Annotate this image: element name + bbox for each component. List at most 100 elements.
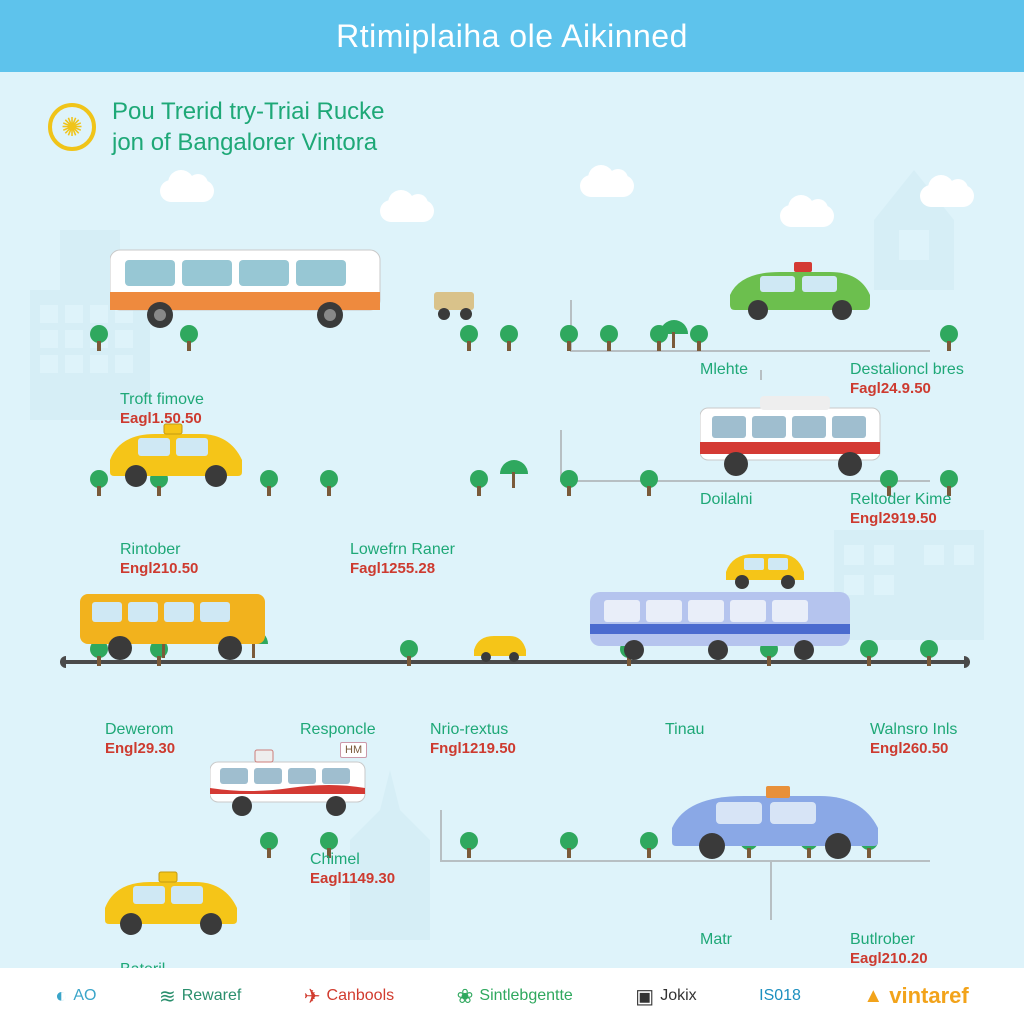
fare-label: ButlroberEagl210.20: [850, 930, 928, 969]
tree-icon: [470, 470, 488, 488]
cloud-icon: [160, 180, 214, 202]
connector-line: [440, 860, 930, 862]
fare-label-price: Fagl24.9.50: [850, 380, 964, 399]
footer-logo-icon: ❀: [457, 984, 474, 1009]
footer-logo-text: Canbools: [327, 987, 395, 1005]
fare-label-name: Nrio-rextus: [430, 720, 516, 740]
yellow-taxi-icon: [100, 420, 250, 490]
fare-label: DeweromEngl29.30: [105, 720, 175, 759]
connector-line: [760, 370, 762, 380]
tree-icon: [560, 832, 578, 850]
fare-label-price: Eagl1149.30: [310, 870, 395, 889]
footer-logo-text: Jokix: [660, 987, 696, 1005]
title-line-1: Pou Trerid try-Triai Rucke: [112, 96, 385, 127]
tree-icon: [260, 470, 278, 488]
cloud-icon: [380, 200, 434, 222]
yellow-bus-icon: [80, 580, 280, 662]
footer-logo-text: Sintlebgentte: [479, 987, 572, 1005]
fare-label: Responcle: [300, 720, 376, 740]
footer-logo-text: vintaref: [889, 983, 968, 1009]
title-block: ✺ Pou Trerid try-Triai Rucke jon of Bang…: [48, 96, 385, 158]
footer-logo-strip: ◐AO ≋ Rewaref ✈ Canbools ❀ Sintlebgentte ▣ Jokix…: [0, 968, 1024, 1024]
footer-logo-icon: ✈: [304, 984, 321, 1009]
small-taxi-icon: [470, 630, 530, 664]
cart-icon: [430, 288, 480, 322]
page-header: Rtimiplaiha ole Aikinned: [0, 0, 1024, 72]
footer-logo: IS018: [759, 987, 801, 1005]
footer-logo: ◐AO: [55, 985, 96, 1008]
tree-icon: [400, 640, 418, 658]
small-taxi-on-tram-icon: [720, 546, 810, 590]
tree-icon: [500, 325, 518, 343]
fare-label-name: Dewerom: [105, 720, 175, 740]
tree-icon: [320, 470, 338, 488]
fare-label-price: Fagl1255.28: [350, 560, 455, 579]
city-bus-icon: [110, 230, 400, 330]
fare-label-name: Butlrober: [850, 930, 928, 950]
fare-label-price: Engl29.30: [105, 740, 175, 759]
fare-label-name: Destalioncl bres: [850, 360, 964, 380]
title-text: Pou Trerid try-Triai Rucke jon of Bangal…: [112, 96, 385, 158]
fare-label: ChimelEagl1149.30: [310, 850, 395, 889]
fare-label: Walnsro InlsEngl260.50: [870, 720, 957, 759]
tree-icon: [940, 325, 958, 343]
footer-logo-text: IS018: [759, 987, 801, 1005]
fare-label-name: Matr: [700, 930, 732, 950]
tree-icon: [690, 325, 708, 343]
hm-tag: HM: [340, 742, 367, 758]
footer-logo: ≋ Rewaref: [159, 984, 241, 1009]
fare-label: Destalioncl bresFagl24.9.50: [850, 360, 964, 399]
cloud-icon: [580, 175, 634, 197]
tree-icon: [640, 470, 658, 488]
fare-label: Troft fimoveEagl1.50.50: [120, 390, 204, 429]
footer-logo: ✈ Canbools: [304, 984, 394, 1009]
fare-label-name: Doilalni: [700, 490, 752, 510]
fare-label: Tinau: [665, 720, 704, 740]
sun-wheel-icon: ✺: [48, 103, 96, 151]
infographic-canvas: Troft fimoveEagl1.50.50 Mlehte Destalioncl…: [0, 170, 1024, 940]
fare-label-name: Mlehte: [700, 360, 748, 380]
fare-label: Nrio-rextusFngl1219.50: [430, 720, 516, 759]
fare-label-price: Engl260.50: [870, 740, 957, 759]
connector-line: [560, 480, 930, 482]
connector-line: [770, 860, 772, 920]
footer-logo: ▲vintaref: [863, 983, 968, 1009]
fare-label-name: Chimel: [310, 850, 395, 870]
footer-logo-icon: ▣: [635, 984, 654, 1009]
fare-label-price: Engl210.50: [120, 560, 198, 579]
fare-label: Lowefrn RanerFagl1255.28: [350, 540, 455, 579]
tree-icon: [560, 470, 578, 488]
tree-icon: [260, 832, 278, 850]
footer-logo-text: Rewaref: [182, 987, 242, 1005]
blue-sedan-icon: [660, 780, 890, 860]
fare-label: Matr: [700, 930, 732, 950]
cloud-icon: [920, 185, 974, 207]
fare-label: Reltoder KimeEngl2919.50: [850, 490, 951, 529]
connector-line: [570, 350, 930, 352]
connector-line: [440, 810, 442, 862]
footer-logo: ▣ Jokix: [635, 984, 696, 1009]
footer-logo-icon: ≋: [159, 984, 176, 1009]
tree-icon: [90, 325, 108, 343]
fare-label-price: Eagl210.20: [850, 950, 928, 969]
fare-label-name: Reltoder Kime: [850, 490, 951, 510]
tree-icon: [460, 832, 478, 850]
footer-logo-icon: ◐: [55, 985, 67, 1008]
fare-label-price: Eagl1.50.50: [120, 410, 204, 429]
umbrella-icon: [500, 460, 528, 474]
fare-label-name: Lowefrn Raner: [350, 540, 455, 560]
white-van-icon: [700, 390, 910, 480]
fare-label-price: Fngl1219.50: [430, 740, 516, 759]
tree-icon: [460, 325, 478, 343]
yellow-taxi-bottom-icon: [95, 870, 245, 936]
fare-label: Doilalni: [700, 490, 752, 510]
header-title: Rtimiplaiha ole Aikinned: [336, 18, 688, 55]
tree-icon: [600, 325, 618, 343]
fare-label: Mlehte: [700, 360, 748, 380]
minibus-icon: [210, 748, 380, 818]
footer-logo: ❀ Sintlebgentte: [457, 984, 573, 1009]
tree-icon: [920, 640, 938, 658]
green-car-icon: [720, 260, 880, 320]
fare-label-name: Rintober: [120, 540, 198, 560]
fare-label-name: Walnsro Inls: [870, 720, 957, 740]
